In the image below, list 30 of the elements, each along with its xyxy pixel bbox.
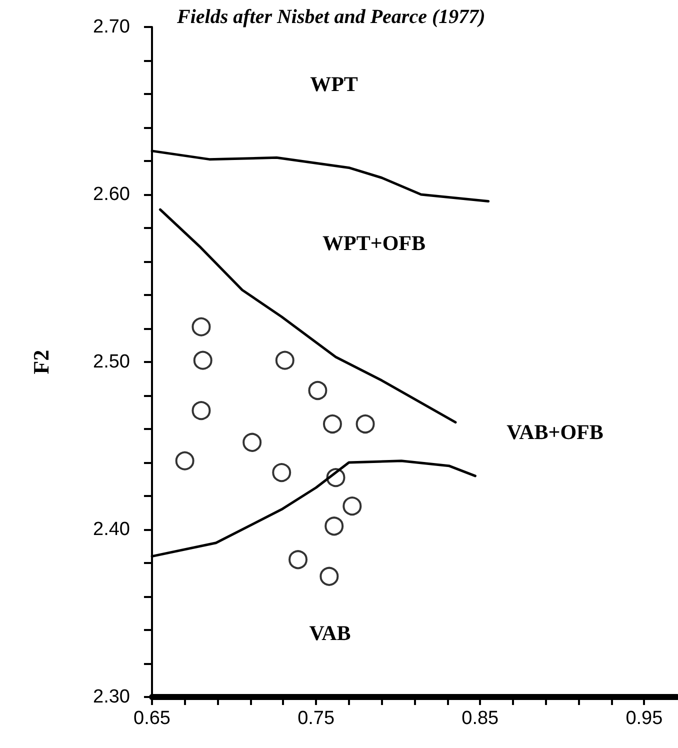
point — [242, 432, 262, 452]
point — [356, 414, 375, 434]
point — [275, 350, 294, 370]
point — [308, 380, 328, 400]
point — [193, 350, 212, 370]
line-series — [158, 208, 457, 424]
point — [320, 566, 339, 586]
x-tick-label: 0.85 — [462, 708, 499, 729]
y-tick-label: 2.40 — [93, 519, 130, 540]
x-tick-label: 0.95 — [626, 708, 663, 729]
point — [175, 451, 194, 470]
x-tick-label: 0.75 — [298, 708, 335, 729]
y-tick-label: 2.60 — [93, 184, 130, 205]
chart-title: Fields after Nisbet and Pearce (1977) — [176, 6, 486, 28]
point — [288, 550, 308, 570]
point — [322, 414, 342, 434]
point — [272, 463, 292, 482]
point — [192, 401, 211, 420]
point — [192, 317, 211, 336]
annotation: VAB — [309, 621, 351, 645]
y-tick-label: 2.70 — [93, 16, 130, 38]
y-tick-label: 2.30 — [93, 686, 130, 708]
y-tick-label: 2.50 — [93, 352, 130, 372]
x-tick-label: 0.65 — [134, 708, 170, 729]
point — [324, 516, 344, 536]
annotation: WPT+OFB — [322, 231, 426, 255]
annotation: WPT — [310, 72, 358, 96]
annotation: VAB+OFB — [506, 420, 604, 444]
point — [342, 496, 362, 516]
y-axis-title: F2 — [28, 350, 54, 374]
